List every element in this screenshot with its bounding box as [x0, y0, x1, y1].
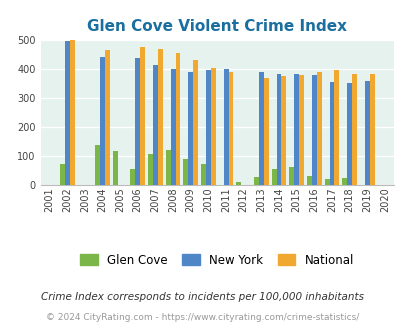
Bar [223, 69, 228, 185]
Bar [329, 82, 334, 185]
Bar [183, 159, 188, 185]
Bar [200, 164, 205, 185]
Bar [64, 41, 69, 185]
Bar [258, 72, 263, 185]
Bar [294, 75, 298, 185]
Bar [210, 68, 215, 185]
Bar [60, 164, 64, 185]
Bar [193, 60, 198, 185]
Bar [334, 70, 339, 185]
Bar [165, 150, 170, 185]
Bar [175, 53, 180, 185]
Bar [147, 154, 153, 185]
Bar [153, 65, 158, 185]
Bar [341, 178, 346, 185]
Bar [95, 145, 100, 185]
Bar [112, 151, 117, 185]
Bar [306, 176, 311, 185]
Bar [346, 83, 351, 185]
Bar [271, 169, 276, 185]
Bar [140, 48, 145, 185]
Bar [288, 167, 294, 185]
Bar [364, 81, 369, 185]
Bar [135, 58, 140, 185]
Bar [188, 72, 193, 185]
Bar [170, 69, 175, 185]
Bar [205, 70, 210, 185]
Text: © 2024 CityRating.com - https://www.cityrating.com/crime-statistics/: © 2024 CityRating.com - https://www.city… [46, 313, 359, 322]
Bar [253, 177, 258, 185]
Text: Crime Index corresponds to incidents per 100,000 inhabitants: Crime Index corresponds to incidents per… [41, 292, 364, 302]
Bar [158, 49, 162, 185]
Bar [351, 74, 356, 185]
Bar [100, 57, 104, 185]
Bar [298, 75, 303, 185]
Bar [369, 74, 374, 185]
Bar [228, 72, 233, 185]
Bar [276, 74, 281, 185]
Bar [236, 182, 241, 185]
Bar [311, 75, 316, 185]
Bar [281, 76, 286, 185]
Bar [104, 50, 110, 185]
Bar [130, 169, 135, 185]
Bar [324, 179, 329, 185]
Legend: Glen Cove, New York, National: Glen Cove, New York, National [75, 249, 358, 271]
Bar [69, 41, 75, 185]
Title: Glen Cove Violent Crime Index: Glen Cove Violent Crime Index [87, 19, 346, 34]
Bar [316, 72, 321, 185]
Bar [263, 78, 268, 185]
